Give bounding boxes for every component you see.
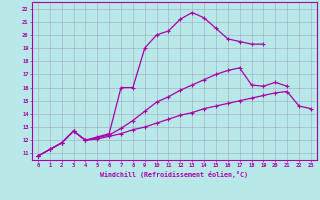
X-axis label: Windchill (Refroidissement éolien,°C): Windchill (Refroidissement éolien,°C) — [100, 171, 248, 178]
